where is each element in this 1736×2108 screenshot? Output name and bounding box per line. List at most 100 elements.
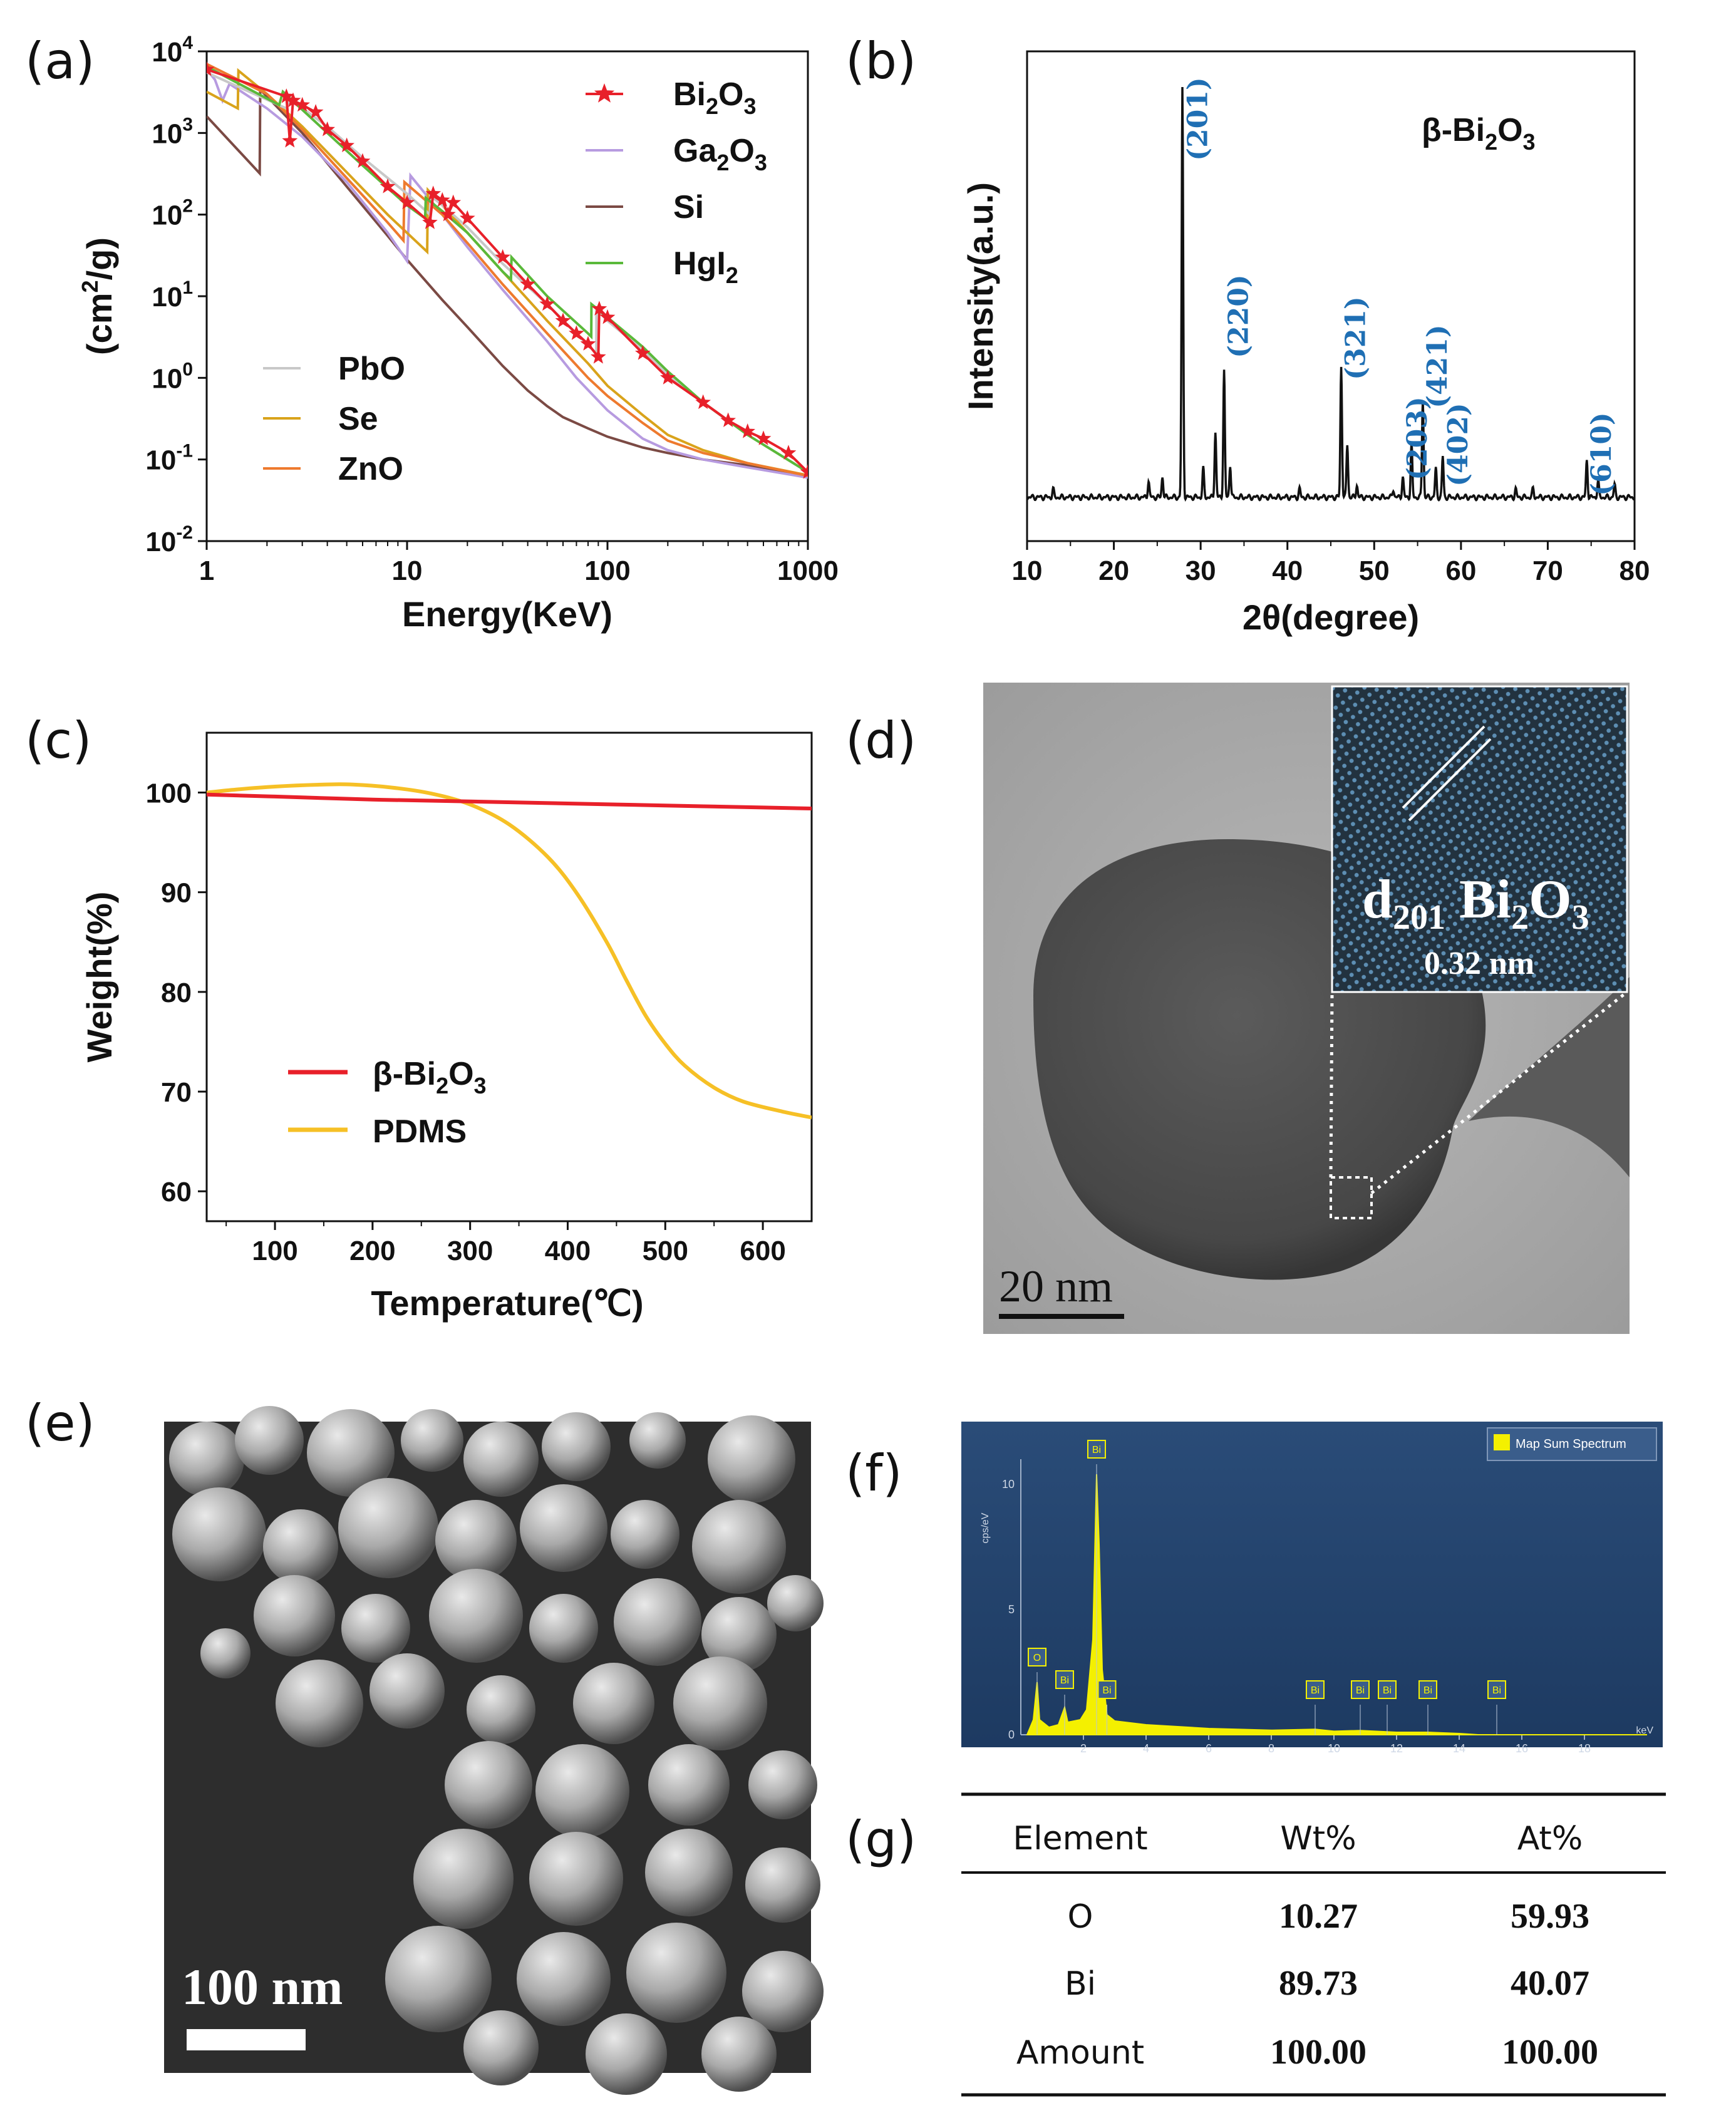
chart-a-point-Bi2O3 bbox=[599, 309, 616, 324]
chart-a-point-Bi2O3 bbox=[279, 88, 294, 103]
eds-legend-label: Map Sum Spectrum bbox=[1516, 1437, 1626, 1451]
chart-a-legend-label-part: 2 bbox=[716, 150, 729, 175]
sem-grain bbox=[172, 1487, 266, 1581]
sem-grain bbox=[573, 1663, 654, 1744]
eds-legend-box bbox=[1487, 1427, 1657, 1461]
chart-a-point-Bi2O3 bbox=[294, 96, 310, 112]
chart-b-xtick-label: 60 bbox=[1445, 555, 1476, 586]
chart-b-peak-label: (421) bbox=[1422, 324, 1454, 408]
chart-a-point-Bi2O3 bbox=[495, 249, 510, 264]
chart-a-legend-label: PbO bbox=[338, 351, 405, 387]
chart-a-ytick-base: 10 bbox=[152, 37, 182, 68]
table-row-bi-at: 40.07 bbox=[1511, 1964, 1589, 2003]
chart-a-legend-label: Se bbox=[338, 401, 378, 437]
tem-inset-spacing: 0.32 nm bbox=[1424, 946, 1534, 981]
sem-image: 100 nm bbox=[164, 1406, 824, 2095]
chart-c-ytick-label: 70 bbox=[161, 1077, 192, 1108]
chart-b-xrd: 10 20 30 40 50 60 70 80 (201) (220) (321) (203)(42… bbox=[961, 50, 1650, 637]
sem-grain bbox=[648, 1744, 730, 1826]
chart-a-ytick-label: 100 bbox=[152, 359, 193, 394]
chart-a-ytick-label: 10-2 bbox=[145, 522, 193, 557]
chart-a-legend-label-part: Si bbox=[673, 189, 704, 225]
sem-grain bbox=[254, 1575, 335, 1656]
panel-label-e: (e) bbox=[25, 1394, 95, 1452]
table-row-amount-element: Amount bbox=[1016, 2034, 1144, 2072]
chart-a-legend-label-part: Ga bbox=[673, 133, 717, 169]
chart-a-legend-label: ZnO bbox=[338, 451, 403, 487]
panel-label-a: (a) bbox=[25, 32, 95, 90]
sem-grain bbox=[701, 1597, 777, 1672]
eds-tag-box bbox=[1378, 1680, 1397, 1699]
chart-a-point-Bi2O3 bbox=[399, 194, 415, 210]
eds-tag-box bbox=[1087, 1440, 1106, 1459]
chart-a-xtick-label: 100 bbox=[584, 555, 630, 586]
chart-b-frame bbox=[1026, 50, 1636, 542]
tem-image: d201 Bi2O3 0.32 nm 20 nm bbox=[983, 683, 1630, 1334]
chart-a-series-Si bbox=[207, 86, 808, 477]
chart-c-frame bbox=[205, 731, 813, 1222]
sem-grain bbox=[529, 1832, 623, 1926]
sem-grain bbox=[200, 1628, 251, 1678]
sem-grain bbox=[614, 1578, 701, 1666]
chart-a-xtick-label: 10 bbox=[392, 555, 423, 586]
eds-tag-label: O bbox=[1033, 1653, 1041, 1663]
chart-a-ytick-base: 10 bbox=[152, 200, 182, 231]
chart-a-point-Bi2O3 bbox=[435, 192, 450, 207]
eds-xtick-label: 12 bbox=[1390, 1742, 1403, 1755]
chart-a-point-Bi2O3 bbox=[800, 463, 808, 479]
eds-legend-swatch bbox=[1494, 1434, 1510, 1450]
sem-grain bbox=[341, 1594, 410, 1663]
eds-tag-box bbox=[1351, 1680, 1370, 1699]
element-table: Element Wt% At% O 10.27 59.93 Bi 89.73 4… bbox=[961, 1792, 1666, 2097]
chart-a-legend-label: HgI2 bbox=[673, 245, 738, 288]
sem-grain bbox=[401, 1409, 463, 1472]
eds-tag-label: Bi bbox=[1092, 1445, 1101, 1455]
sem-grain bbox=[645, 1829, 733, 1916]
chart-a-legend-label-part: 3 bbox=[755, 150, 767, 175]
tem-scale-bar bbox=[999, 1314, 1124, 1319]
chart-a-point-Bi2O3 bbox=[660, 369, 676, 385]
sem-grain bbox=[463, 1422, 539, 1497]
chart-a-xtick-label: 1000 bbox=[777, 555, 839, 586]
sem-grain bbox=[535, 1744, 629, 1838]
chart-a-point-Bi2O3 bbox=[285, 92, 301, 107]
sem-grain bbox=[745, 1847, 820, 1923]
chart-a-series-HgI2 bbox=[207, 65, 808, 473]
chart-a-ytick-base: 10 bbox=[152, 118, 182, 149]
chart-a-point-Bi2O3 bbox=[591, 349, 606, 364]
chart-b-peak-label: (220) bbox=[1223, 274, 1255, 358]
chart-c-ytick-label: 90 bbox=[161, 878, 192, 909]
chart-b-peak-label: (610) bbox=[1586, 412, 1618, 495]
chart-b-peak-label: (201) bbox=[1182, 77, 1214, 160]
tem-scale-text: 20 nm bbox=[999, 1261, 1113, 1311]
chart-a-ytick-base: 10 bbox=[145, 445, 176, 476]
chart-a-point-Bi2O3 bbox=[339, 137, 354, 152]
chart-a-series-PbO bbox=[207, 71, 808, 473]
chart-b-title: β-Bi2O3 bbox=[1422, 112, 1536, 155]
sem-grain bbox=[701, 2017, 777, 2092]
chart-c-xtick-label: 500 bbox=[643, 1236, 688, 1266]
chart-c-ytick-label: 60 bbox=[161, 1177, 192, 1207]
chart-b-peak-label: (321) bbox=[1340, 296, 1372, 380]
chart-a-point-Bi2O3 bbox=[695, 394, 711, 410]
chart-a-ytick-exp: 0 bbox=[182, 359, 193, 380]
eds-tag-box bbox=[1418, 1680, 1437, 1699]
sem-grain bbox=[235, 1406, 304, 1475]
lattice-fringe-line-2 bbox=[1408, 738, 1492, 822]
chart-a-point-Bi2O3 bbox=[720, 412, 736, 427]
sem-scale-text: 100 nm bbox=[182, 1958, 343, 2015]
sem-grain bbox=[413, 1829, 514, 1929]
chart-a-point-Bi2O3 bbox=[555, 313, 571, 328]
chart-b-xtick-label: 20 bbox=[1098, 555, 1129, 586]
panel-label-f: (f) bbox=[845, 1444, 902, 1502]
chart-c-xtick-label: 400 bbox=[545, 1236, 591, 1266]
sem-grain bbox=[586, 2013, 667, 2095]
chart-c-xlabel: Temperature(℃) bbox=[371, 1283, 643, 1323]
chart-c-ylabel: Weight(%) bbox=[80, 892, 119, 1063]
chart-b-xtick-label: 10 bbox=[1012, 555, 1043, 586]
eds-tag-label: Bi bbox=[1060, 1675, 1069, 1686]
chart-a-legend-label: Ga2O3 bbox=[673, 133, 767, 175]
eds-xtick-label: 8 bbox=[1268, 1742, 1274, 1755]
table-row-bi-element: Bi bbox=[1065, 1965, 1096, 2003]
